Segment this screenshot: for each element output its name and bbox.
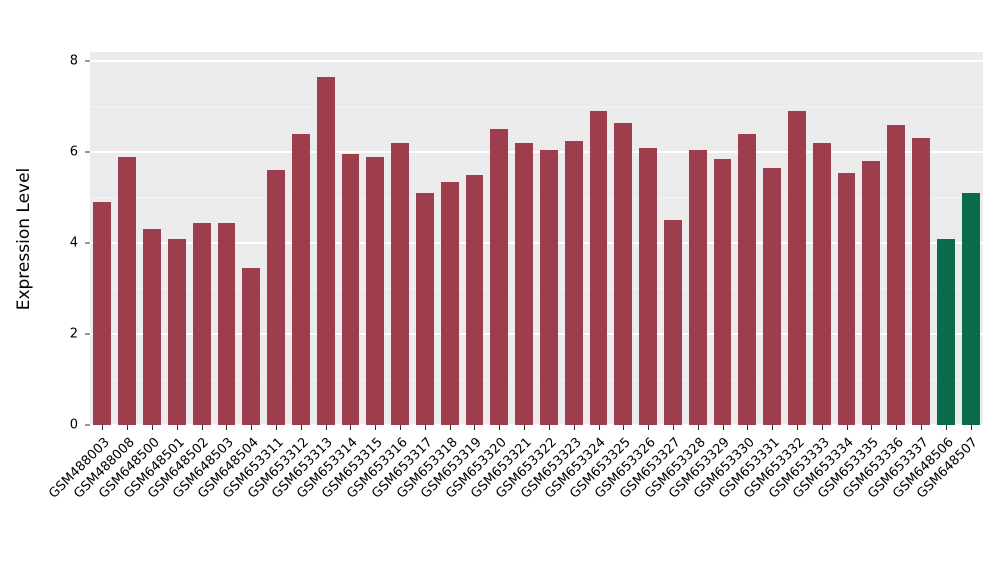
- gridline-minor: [90, 197, 983, 199]
- x-tick-mark: [821, 425, 823, 430]
- bar-GSM653331: [763, 168, 782, 425]
- x-tick-mark: [102, 425, 104, 430]
- x-tick-mark: [499, 425, 501, 430]
- bar-GSM653332: [788, 111, 806, 425]
- y-tick-mark: [85, 151, 90, 153]
- x-tick-mark: [449, 425, 451, 430]
- x-tick-mark: [796, 425, 798, 430]
- bar-GSM653333: [812, 142, 831, 425]
- x-tick-mark: [598, 425, 600, 430]
- bar-GSM653314: [341, 154, 360, 425]
- x-tick-mark: [772, 425, 774, 430]
- y-tick-label: 0: [69, 417, 78, 433]
- bar-GSM653326: [639, 147, 658, 425]
- bar-GSM648504: [242, 268, 261, 425]
- bar-GSM648501: [167, 238, 186, 425]
- plot-panel: [90, 52, 983, 426]
- x-tick-mark: [846, 425, 848, 430]
- x-tick-mark: [300, 425, 302, 430]
- x-tick-mark: [573, 425, 575, 430]
- bar-GSM653329: [713, 158, 732, 425]
- y-axis: 0 2 4 6 8: [0, 52, 90, 432]
- bar-GSM653313: [316, 77, 335, 425]
- gridline-major: [90, 151, 983, 154]
- bar-GSM653334: [837, 172, 856, 425]
- x-tick-mark: [945, 425, 947, 430]
- y-tick-label: 6: [69, 144, 78, 160]
- x-tick-mark: [201, 425, 203, 430]
- x-tick-mark: [896, 425, 898, 430]
- bar-GSM653327: [664, 220, 682, 425]
- x-tick-mark: [970, 425, 972, 430]
- y-tick-label: 4: [69, 235, 78, 251]
- bar-GSM488003: [93, 202, 112, 425]
- y-tick-mark: [85, 242, 90, 244]
- x-tick-mark: [672, 425, 674, 430]
- x-tick-mark: [648, 425, 650, 430]
- x-tick-mark: [722, 425, 724, 430]
- x-tick-mark: [375, 425, 377, 430]
- bar-GSM653315: [366, 156, 385, 425]
- x-tick-mark: [424, 425, 426, 430]
- x-tick-mark: [400, 425, 402, 430]
- x-tick-mark: [152, 425, 153, 430]
- bar-GSM653323: [564, 140, 583, 425]
- x-tick-mark: [276, 425, 278, 430]
- bar-GSM648507: [961, 193, 980, 425]
- bar-GSM653320: [490, 129, 509, 425]
- gridline-minor: [90, 106, 983, 108]
- gridline-minor: [90, 379, 983, 381]
- bar-GSM653316: [391, 142, 409, 425]
- bar-GSM648500: [143, 229, 161, 425]
- y-tick-mark: [85, 424, 90, 426]
- y-tick-mark: [85, 60, 90, 62]
- bar-GSM648506: [936, 238, 955, 425]
- bar-GSM653318: [440, 181, 459, 425]
- bar-GSM653311: [267, 170, 285, 425]
- x-tick-mark: [548, 425, 550, 430]
- y-tick-label: 2: [69, 326, 78, 342]
- gridline-major: [90, 333, 983, 336]
- x-tick-mark: [350, 425, 352, 430]
- bar-GSM653322: [539, 149, 558, 425]
- x-tick-mark: [176, 425, 178, 430]
- x-tick-mark: [251, 425, 253, 430]
- bar-GSM653335: [862, 161, 881, 425]
- gridline-major: [90, 242, 983, 245]
- bar-GSM653321: [515, 142, 534, 425]
- bar-GSM648503: [217, 222, 236, 425]
- gridline-major: [90, 60, 983, 63]
- x-tick-mark: [127, 425, 129, 430]
- x-tick-mark: [871, 425, 873, 430]
- x-tick-mark: [524, 425, 526, 430]
- bar-GSM653328: [688, 149, 707, 425]
- x-tick-mark: [920, 425, 922, 430]
- bar-GSM653317: [415, 193, 434, 425]
- bar-GSM653336: [887, 124, 906, 425]
- bar-GSM653324: [589, 111, 608, 425]
- bar-GSM653312: [291, 133, 310, 425]
- x-tick-mark: [325, 425, 327, 430]
- x-tick-mark: [226, 425, 228, 430]
- bar-GSM648502: [192, 222, 211, 425]
- gridline-major: [90, 424, 983, 426]
- x-tick-mark: [747, 425, 749, 430]
- bar-GSM653337: [912, 138, 930, 425]
- x-tick-mark: [474, 425, 476, 430]
- x-tick-mark: [697, 425, 699, 430]
- gridline-minor: [90, 288, 983, 290]
- x-tick-mark: [623, 425, 625, 430]
- y-tick-mark: [85, 333, 90, 335]
- bar-GSM653330: [738, 133, 757, 425]
- bar-GSM653325: [614, 122, 633, 425]
- x-axis: GSM488003 GSM488008 GSM648500 GSM648501 GSM6…: [46, 425, 983, 575]
- bar-GSM488008: [118, 156, 137, 425]
- y-tick-label: 8: [69, 53, 78, 69]
- bar-GSM653319: [465, 174, 484, 425]
